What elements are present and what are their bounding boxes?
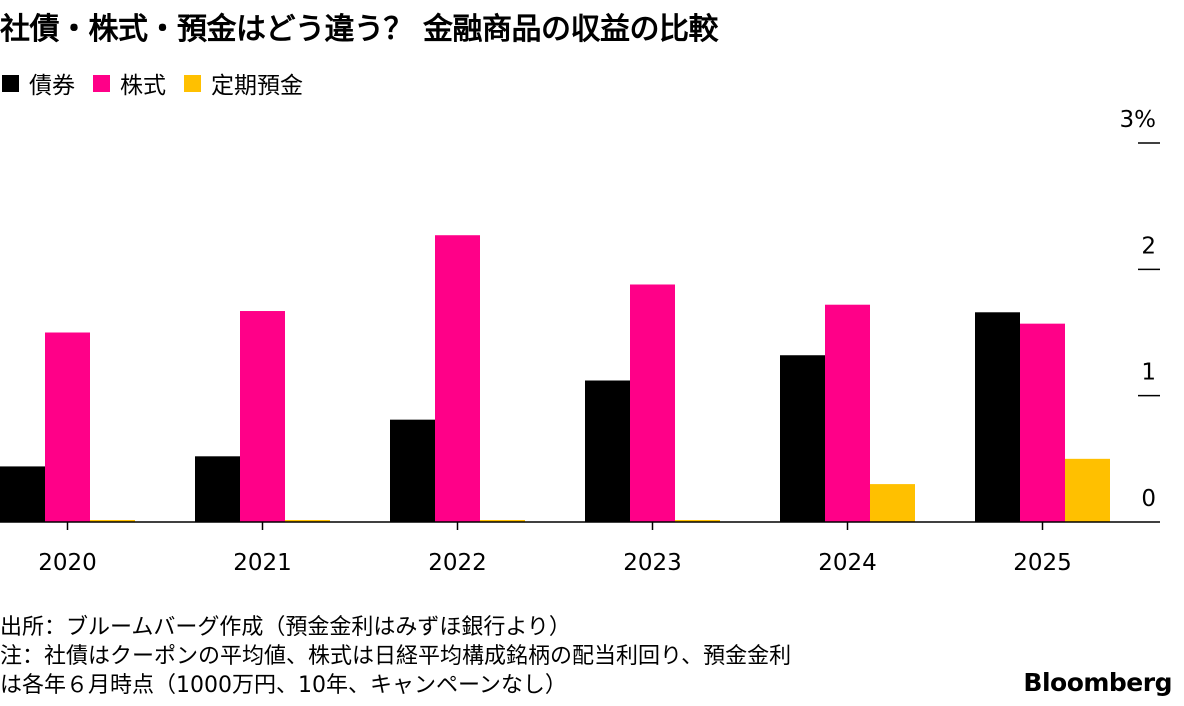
x-tick-label-2023: 2023 [623, 550, 682, 576]
legend-item-stocks: 株式 [93, 66, 166, 100]
bar-stocks-2025 [1020, 323, 1065, 522]
bar-bonds-2023 [585, 380, 630, 522]
bar-deposits-2024 [870, 484, 915, 522]
bar-bonds-2020 [0, 466, 45, 522]
legend-label-stocks: 株式 [120, 73, 166, 99]
x-tick-label-2022: 2022 [428, 550, 487, 576]
bar-stocks-2023 [630, 284, 675, 522]
bar-deposits-2021 [285, 520, 330, 522]
legend-item-bonds: 債券 [2, 66, 75, 100]
x-tick-label-2021: 2021 [233, 550, 292, 576]
note-line-1: 注：社債はクーポンの平均値、株式は日経平均構成銘柄の配当利回り、預金金利 [0, 644, 792, 669]
source-line: 出所：ブルームバーグ作成（預金金利はみずほ銀行より） [0, 615, 571, 640]
y-tick-label-0: 0 [1141, 486, 1156, 512]
legend-swatch-bonds [2, 74, 19, 92]
bar-bonds-2025 [975, 312, 1020, 522]
bar-bonds-2021 [195, 456, 240, 522]
bar-deposits-2023 [675, 520, 720, 522]
legend-swatch-stocks [93, 74, 110, 92]
x-tick-label-2024: 2024 [818, 550, 877, 576]
bar-stocks-2021 [240, 311, 285, 522]
x-tick-label-2025: 2025 [1013, 550, 1072, 576]
bar-stocks-2020 [45, 332, 90, 522]
bar-deposits-2022 [480, 520, 525, 522]
x-tick-label-2020: 2020 [38, 550, 97, 576]
y-tick-label-1: 1 [1141, 360, 1156, 386]
note-line-2: は各年６月時点（1000万円、10年、キャンペーンなし） [0, 673, 567, 698]
y-tick-label-3: 3% [1120, 107, 1157, 133]
bar-deposits-2025 [1065, 458, 1110, 522]
bar-stocks-2024 [825, 304, 870, 522]
bar-deposits-2020 [90, 520, 135, 522]
legend: 債券 株式 定期預金 [2, 66, 321, 100]
legend-label-bonds: 債券 [29, 73, 75, 99]
bar-bonds-2024 [780, 355, 825, 522]
legend-label-deposits: 定期預金 [211, 73, 303, 99]
bar-stocks-2022 [435, 235, 480, 522]
bar-bonds-2022 [390, 419, 435, 522]
legend-item-deposits: 定期預金 [184, 66, 303, 100]
y-tick-label-2: 2 [1141, 233, 1156, 259]
source-notes: 出所：ブルームバーグ作成（預金金利はみずほ銀行より） 注：社債はクーポンの平均値… [0, 613, 791, 700]
bloomberg-logo: Bloomberg [1023, 668, 1172, 697]
legend-swatch-deposits [184, 74, 201, 92]
chart-title: 社債・株式・預金はどう違う？ 金融商品の収益の比較 [0, 12, 718, 47]
